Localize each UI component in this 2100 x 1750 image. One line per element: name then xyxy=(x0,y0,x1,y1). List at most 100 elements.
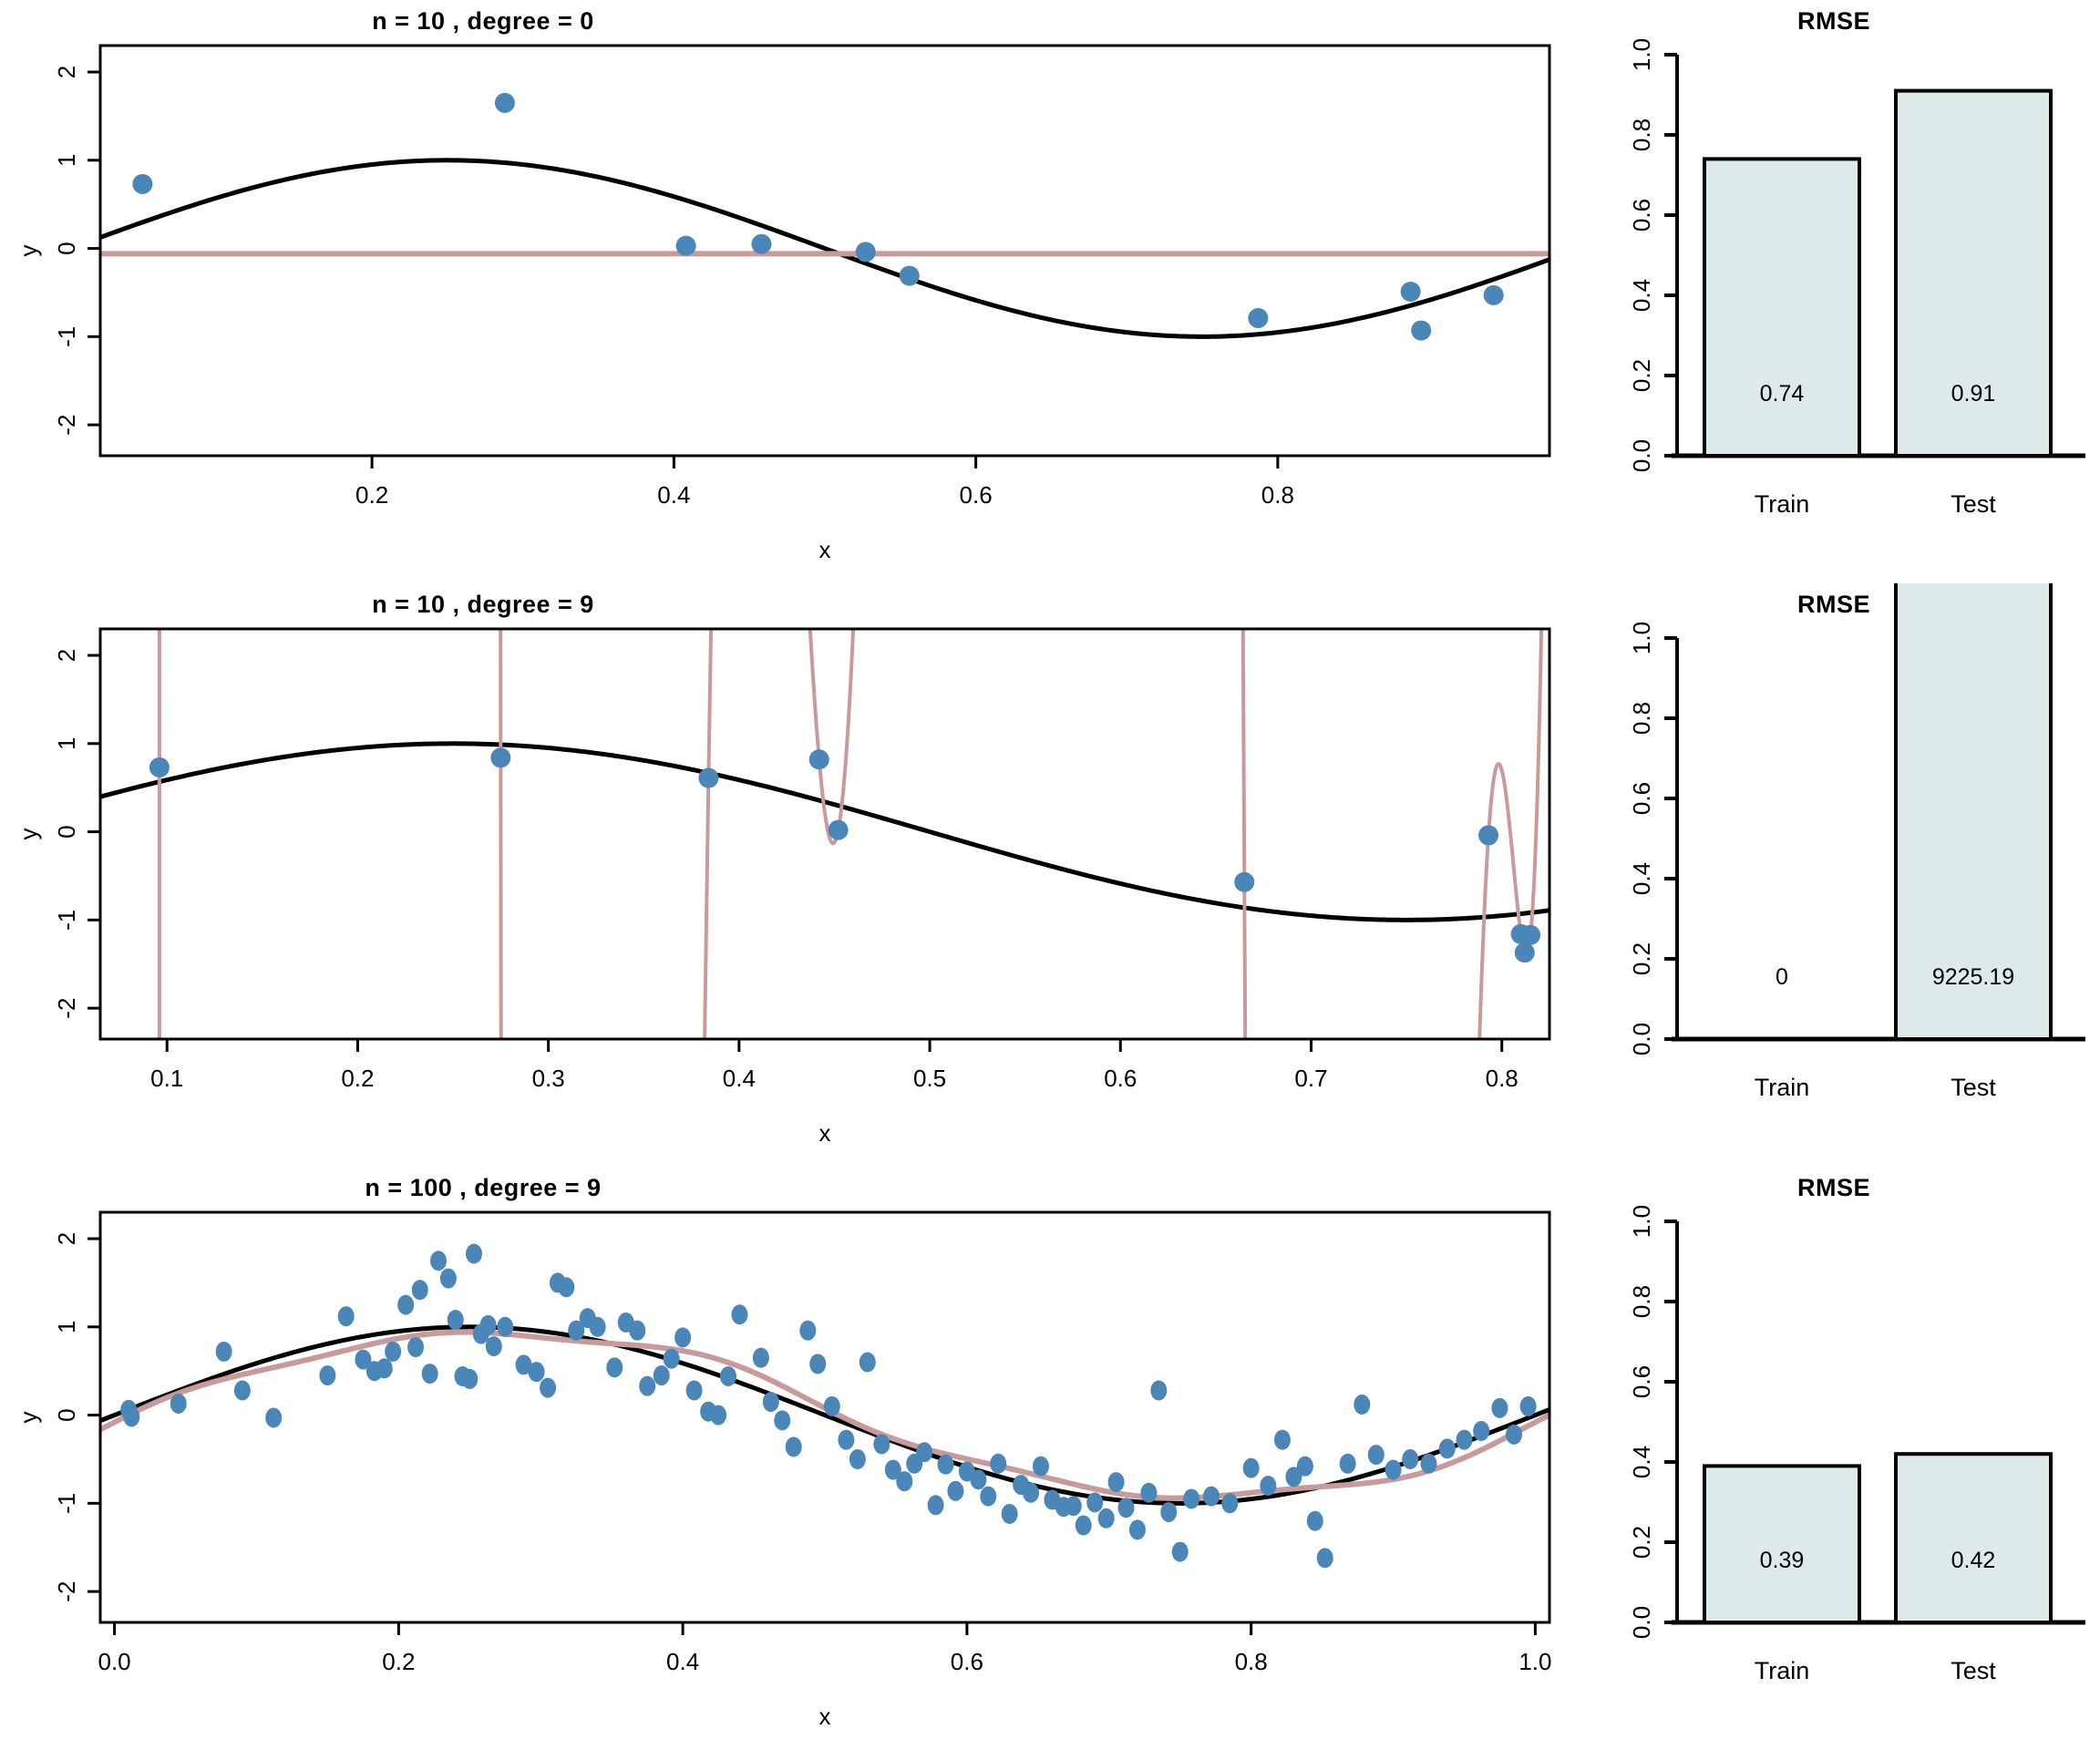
data-point xyxy=(1520,924,1541,945)
data-point xyxy=(1128,1519,1146,1540)
rmse-bar-chart-2: 0.0 0.2 0.4 0.6 0.8 1.0 0 Train 9225.19 Test xyxy=(1628,583,2085,1101)
y-axis-label: y xyxy=(15,1412,42,1424)
rmse-bar[interactable] xyxy=(1894,583,2053,1041)
data-point xyxy=(937,1454,954,1475)
data-point xyxy=(1075,1515,1092,1536)
data-point xyxy=(1420,1453,1437,1474)
data-point xyxy=(1260,1476,1277,1496)
data-point xyxy=(528,1362,545,1383)
data-point xyxy=(855,242,876,262)
data-point xyxy=(490,747,511,768)
scatter-plot-1: -2 -1 0 1 2 0.2 0.4 0.6 0.8 x y xyxy=(15,44,1551,563)
data-point xyxy=(515,1354,532,1375)
data-point xyxy=(1402,1448,1419,1469)
x-axis-label: x xyxy=(819,1119,831,1147)
x-tick-label: 0.8 xyxy=(1261,481,1294,509)
data-point xyxy=(1032,1456,1049,1477)
true-function-curve xyxy=(101,741,1549,922)
rmse-bar[interactable] xyxy=(1703,1464,1861,1624)
rmse-bar-chart-3: 0.0 0.2 0.4 0.6 0.8 1.0 0.39 Train 0.42 Test xyxy=(1628,1205,2085,1684)
data-point xyxy=(265,1407,283,1428)
data-point xyxy=(1097,1508,1115,1529)
y-tick-label: 0.2 xyxy=(1628,1526,1655,1559)
data-point xyxy=(1117,1498,1135,1518)
scatter-plot-3: -2 -1 0 1 2 0.0 0.2 0.4 0.6 0.8 1.0 x y xyxy=(15,1210,1551,1730)
data-point xyxy=(1400,282,1421,302)
rmse-bar-chart-1: 0.0 0.2 0.4 0.6 0.8 1.0 0.74 Train 0.91 Test xyxy=(1628,38,2085,518)
data-point xyxy=(1456,1429,1473,1450)
data-point xyxy=(1150,1380,1168,1401)
panel-title-1: n = 10 , degree = 0 xyxy=(372,7,594,35)
data-point xyxy=(731,1304,748,1325)
y-tick-label: 1.0 xyxy=(1628,1205,1655,1238)
panel-row-1: n = 10 , degree = 0 -2 -1 0 1 2 0.2 0.4 0.6 0.8 x… xyxy=(0,0,2100,583)
data-point xyxy=(1171,1541,1189,1562)
x-tick-label: 0.1 xyxy=(150,1065,183,1092)
data-point xyxy=(485,1336,502,1357)
data-point xyxy=(1506,1424,1523,1445)
data-point xyxy=(698,767,719,788)
y-tick-label: -1 xyxy=(53,1493,80,1514)
y-tick-label: 0.8 xyxy=(1628,118,1655,151)
data-point xyxy=(899,265,920,286)
x-tick-label: 0.5 xyxy=(913,1065,946,1092)
data-point xyxy=(1285,1467,1302,1488)
y-tick-label: 2 xyxy=(53,66,80,78)
data-point xyxy=(337,1306,355,1327)
data-point xyxy=(799,1320,817,1341)
data-point xyxy=(873,1434,890,1455)
data-point xyxy=(421,1364,438,1385)
x-tick-label: 0.8 xyxy=(1235,1648,1268,1675)
rmse-panel-2: RMSE 0.0 0.2 0.4 0.6 0.8 1.0 0 Train 9225.19 Test xyxy=(1568,583,2100,1167)
rmse-bar[interactable] xyxy=(1703,157,1861,458)
rmse-title-1: RMSE xyxy=(1796,7,1870,35)
rmse-bar[interactable] xyxy=(1894,88,2053,458)
y-tick-label: 0 xyxy=(53,242,80,254)
y-tick-label: 0.4 xyxy=(1628,862,1655,895)
data-point xyxy=(497,1316,514,1337)
data-point xyxy=(407,1337,425,1358)
rmse-category-label: Test xyxy=(1951,1074,1996,1101)
data-point xyxy=(319,1365,336,1386)
y-tick-label: 1 xyxy=(53,737,80,750)
data-point xyxy=(1316,1548,1333,1569)
y-tick-label: -2 xyxy=(53,415,80,436)
y-tick-label: -2 xyxy=(53,998,80,1019)
y-tick-label: 0 xyxy=(53,1408,80,1421)
data-point xyxy=(589,1316,606,1337)
x-tick-label: 0.0 xyxy=(98,1648,131,1675)
data-point xyxy=(215,1341,232,1362)
data-point xyxy=(896,1471,913,1492)
data-point xyxy=(1519,1395,1537,1416)
plot-box xyxy=(98,44,1551,458)
data-point xyxy=(1473,1421,1490,1441)
data-point xyxy=(809,1354,827,1374)
data-point xyxy=(170,1394,187,1414)
y-tick-label: 0.6 xyxy=(1628,782,1655,815)
data-point xyxy=(439,1268,457,1289)
data-point xyxy=(568,1320,585,1341)
data-point xyxy=(355,1349,372,1370)
rmse-category-label: Test xyxy=(1951,1657,1996,1684)
data-point xyxy=(1367,1445,1385,1466)
rmse-value-label: 0 xyxy=(1776,964,1788,990)
x-tick-label: 1.0 xyxy=(1518,1648,1551,1675)
rmse-value-label: 0.42 xyxy=(1951,1548,1996,1573)
data-point xyxy=(1385,1459,1402,1480)
data-point xyxy=(685,1380,703,1401)
rmse-value-label: 0.74 xyxy=(1760,381,1805,407)
scatter-panel-2: n = 10 , degree = 9 -2 -1 0 1 2 0.1 0.2 0.3 0.4 0… xyxy=(0,583,1568,1167)
x-tick-label: 0.6 xyxy=(951,1648,983,1675)
data-point xyxy=(639,1375,656,1396)
data-point xyxy=(990,1453,1007,1474)
data-point xyxy=(916,1442,933,1463)
rmse-value-label: 0.91 xyxy=(1951,381,1996,407)
data-point xyxy=(606,1357,623,1378)
rmse-bar[interactable] xyxy=(1894,1452,2053,1625)
data-point xyxy=(558,1277,575,1298)
data-point xyxy=(376,1358,393,1379)
data-point xyxy=(1273,1429,1291,1450)
data-point xyxy=(461,1368,479,1389)
rmse-category-label: Test xyxy=(1951,490,1996,518)
